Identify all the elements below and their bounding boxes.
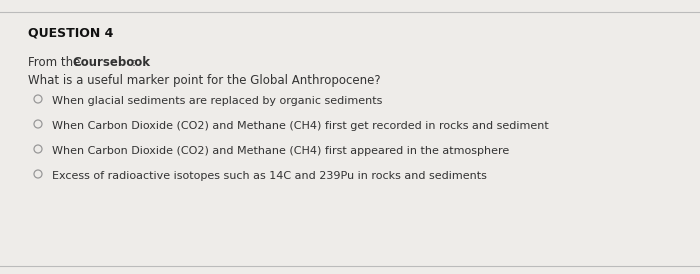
Text: When Carbon Dioxide (CO2) and Methane (CH4) first get recorded in rocks and sedi: When Carbon Dioxide (CO2) and Methane (C… [52, 121, 549, 131]
Text: From the: From the [28, 56, 84, 69]
Text: When glacial sediments are replaced by organic sediments: When glacial sediments are replaced by o… [52, 96, 382, 106]
Text: Excess of radioactive isotopes such as 14C and 239Pu in rocks and sediments: Excess of radioactive isotopes such as 1… [52, 171, 487, 181]
Text: When Carbon Dioxide (CO2) and Methane (CH4) first appeared in the atmosphere: When Carbon Dioxide (CO2) and Methane (C… [52, 146, 510, 156]
Text: :: : [132, 56, 136, 69]
Text: Coursebook: Coursebook [72, 56, 150, 69]
Text: QUESTION 4: QUESTION 4 [28, 26, 113, 39]
Text: What is a useful marker point for the Global Anthropocene?: What is a useful marker point for the Gl… [28, 74, 381, 87]
